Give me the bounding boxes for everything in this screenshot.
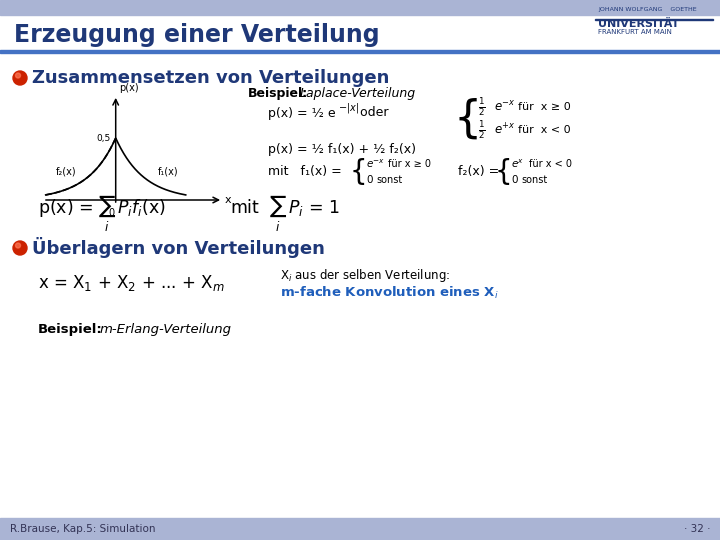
Text: $e^{+x}$: $e^{+x}$ — [494, 123, 516, 138]
Text: UNIVERSITÄT: UNIVERSITÄT — [598, 19, 679, 29]
Circle shape — [16, 243, 20, 248]
Text: 0: 0 — [366, 175, 372, 185]
Bar — [595, 18, 713, 20]
Text: f₁(x): f₁(x) — [158, 167, 179, 177]
Text: $e^{-x}$: $e^{-x}$ — [366, 158, 385, 170]
Text: m-Erlang-Verteilung: m-Erlang-Verteilung — [100, 323, 232, 336]
Text: FRANKFURT AM MAIN: FRANKFURT AM MAIN — [598, 29, 672, 35]
Bar — [0, 50, 720, 53]
Text: R.Brause, Kap.5: Simulation: R.Brause, Kap.5: Simulation — [10, 524, 156, 534]
Text: JOHANN WOLFGANG    GOETHE: JOHANN WOLFGANG GOETHE — [598, 8, 697, 12]
Bar — [0, 0, 720, 15]
Text: f₂(x) =: f₂(x) = — [458, 165, 499, 179]
Text: X$_i$ aus der selben Verteilung:: X$_i$ aus der selben Verteilung: — [280, 267, 450, 284]
Text: sonst: sonst — [376, 175, 402, 185]
Circle shape — [13, 241, 27, 255]
Text: Erzeugung einer Verteilung: Erzeugung einer Verteilung — [14, 23, 379, 47]
Text: {: { — [494, 158, 512, 186]
Circle shape — [16, 73, 20, 78]
Text: Beispiel:: Beispiel: — [248, 87, 308, 100]
Text: mit  $\sum_i\,P_i$ = 1: mit $\sum_i\,P_i$ = 1 — [230, 194, 340, 234]
Text: $e^{-x}$: $e^{-x}$ — [494, 100, 516, 114]
Text: oder: oder — [352, 106, 389, 119]
Text: p(x): p(x) — [119, 83, 138, 93]
Text: für x ≥ 0: für x ≥ 0 — [388, 159, 431, 169]
Text: mit   f₁(x) =: mit f₁(x) = — [268, 165, 342, 179]
Text: Überlagern von Verteilungen: Überlagern von Verteilungen — [32, 238, 325, 259]
Text: für  x ≥ 0: für x ≥ 0 — [518, 102, 571, 112]
Text: Beispiel:: Beispiel: — [38, 323, 103, 336]
Text: 0,5: 0,5 — [96, 133, 111, 143]
Text: Laplace-Verteilung: Laplace-Verteilung — [300, 87, 416, 100]
Text: p(x) = $\sum_i\,P_i f_i$(x): p(x) = $\sum_i\,P_i f_i$(x) — [38, 194, 166, 234]
Text: $e^{x}$: $e^{x}$ — [511, 158, 524, 170]
Text: f₂(x): f₂(x) — [55, 167, 76, 177]
Text: x = X$_1$ + X$_2$ + ... + X$_m$: x = X$_1$ + X$_2$ + ... + X$_m$ — [38, 273, 225, 293]
Circle shape — [13, 71, 27, 85]
Text: x: x — [225, 195, 232, 205]
Text: $-|x|$: $-|x|$ — [338, 101, 359, 115]
Text: p(x) = ½ e: p(x) = ½ e — [268, 106, 336, 119]
Bar — [0, 518, 720, 540]
Text: p(x) = ½ f₁(x) + ½ f₂(x): p(x) = ½ f₁(x) + ½ f₂(x) — [268, 144, 416, 157]
Text: $\frac{1}{2}$: $\frac{1}{2}$ — [478, 119, 485, 141]
Text: 0: 0 — [109, 208, 114, 218]
Text: sonst: sonst — [521, 175, 547, 185]
Text: · 32 ·: · 32 · — [683, 524, 710, 534]
Text: $\frac{1}{2}$: $\frac{1}{2}$ — [478, 96, 485, 118]
Text: m-fache Konvolution eines X$_i$: m-fache Konvolution eines X$_i$ — [280, 285, 499, 301]
Text: {: { — [349, 158, 366, 186]
Text: für  x < 0: für x < 0 — [518, 125, 571, 135]
Text: {: { — [454, 98, 482, 140]
Text: 0: 0 — [511, 175, 518, 185]
Text: für x < 0: für x < 0 — [529, 159, 572, 169]
Text: Zusammensetzen von Verteilungen: Zusammensetzen von Verteilungen — [32, 69, 390, 87]
